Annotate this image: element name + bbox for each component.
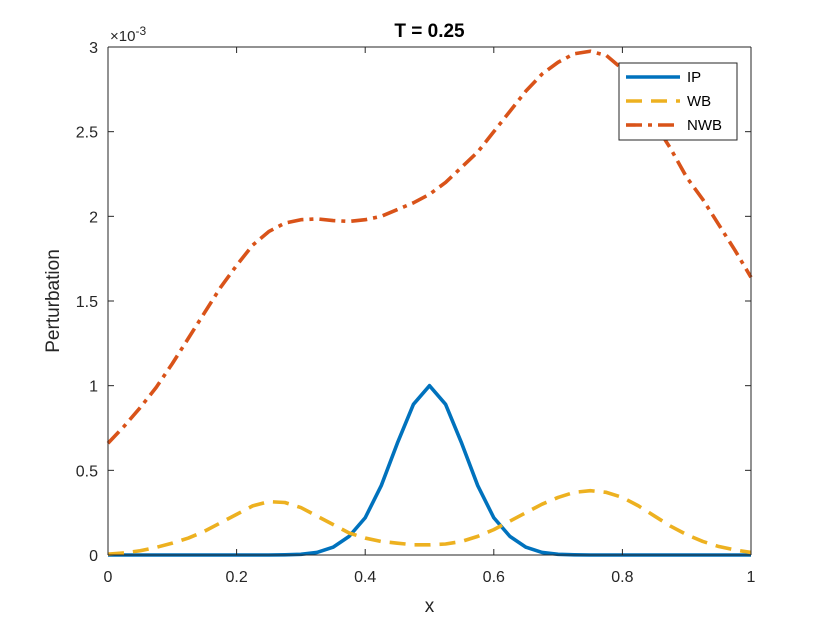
y-tick-label: 1.5 (76, 294, 98, 311)
y-scale-base: ×10 (110, 28, 135, 45)
y-tick-label: 1 (89, 379, 98, 396)
x-tick-label: 0.2 (225, 569, 247, 586)
legend-label-ip: IP (687, 69, 701, 86)
chart-title: T = 0.25 (394, 21, 465, 42)
legend: IP WB NWB (618, 62, 738, 141)
legend-label-wb: WB (687, 93, 711, 110)
y-tick-label: 3 (89, 40, 98, 57)
x-tick-label: 0.4 (354, 569, 376, 586)
y-scale-multiplier: ×10-3 (110, 24, 146, 45)
y-tick-label: 0 (89, 548, 98, 565)
x-axis-label: x (425, 596, 435, 617)
y-tick-label: 0.5 (76, 463, 98, 480)
legend-items: IP WB NWB (626, 69, 722, 134)
y-tick-label: 2 (89, 209, 98, 226)
y-axis-label: Perturbation (43, 249, 64, 353)
series-line-wb (107, 488, 752, 556)
y-scale-exponent: -3 (135, 24, 146, 38)
y-tick-label: 2.5 (76, 125, 98, 142)
x-tick-label: 1 (747, 569, 756, 586)
tick-layer: 0 0.2 0.4 0.6 0.8 1 0 0.5 1 1.5 2 2.5 3 (76, 40, 756, 586)
series-line-nwb (106, 49, 753, 445)
x-tick-label: 0 (104, 569, 113, 586)
x-tick-label: 0.6 (483, 569, 505, 586)
legend-label-nwb: NWB (687, 117, 722, 134)
x-tick-label: 0.8 (611, 569, 633, 586)
